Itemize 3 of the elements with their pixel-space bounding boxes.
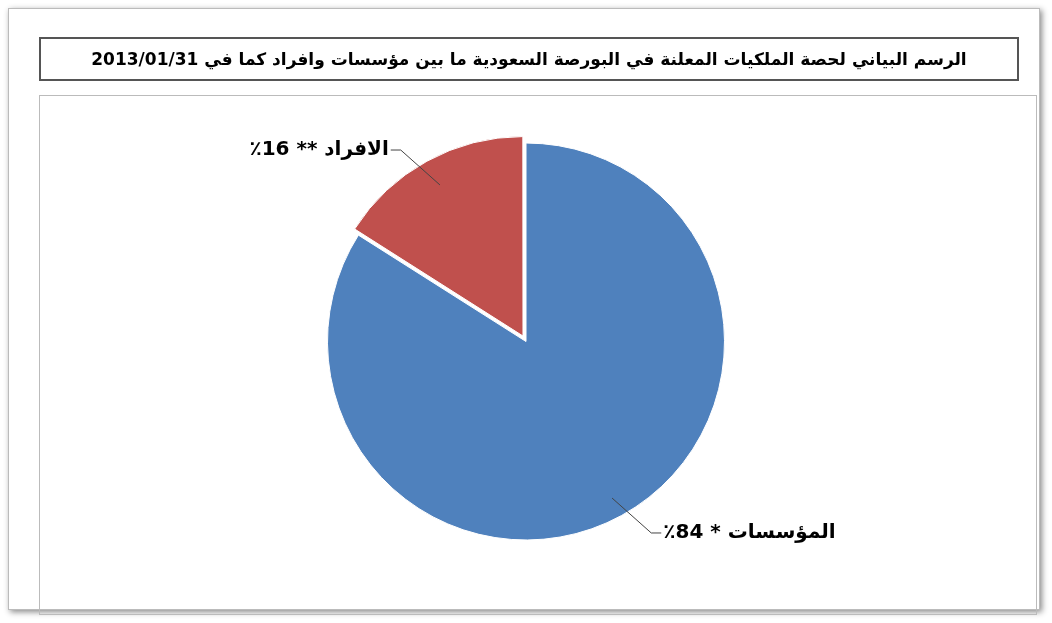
chart-title: الرسم البياني لحصة الملكيات المعلنة في البورصة السعودية ما بين مؤسسات وافراد كما في 2013/01/31 <box>39 37 1019 81</box>
slice-label: المؤسسات * 84٪ <box>663 519 836 544</box>
slice-label: الافراد ** 16٪ <box>249 136 389 161</box>
